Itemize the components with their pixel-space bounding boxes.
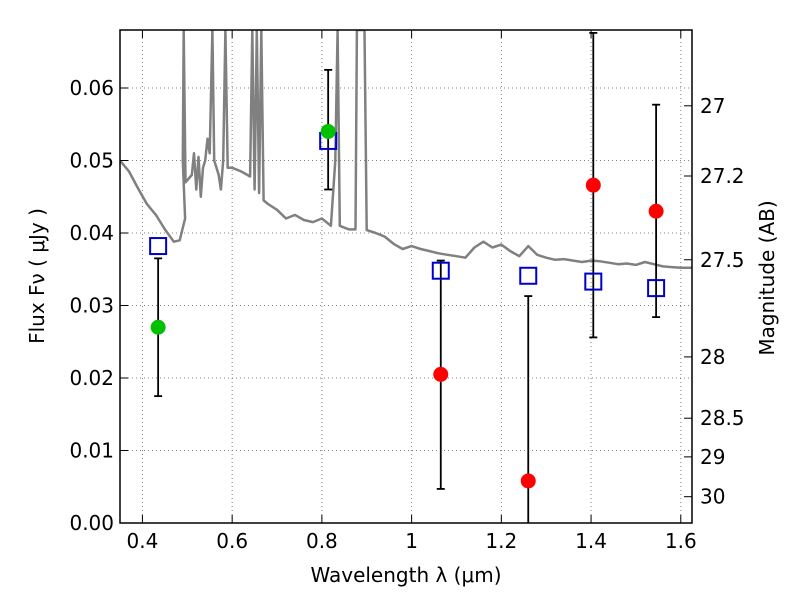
y-tick-label: 0.00: [69, 511, 114, 535]
magnitude-tick-label: 27: [700, 94, 725, 118]
green-data-point: [320, 124, 336, 139]
x-tick-label: 0.6: [216, 529, 248, 553]
magnitude-tick-label: 30: [700, 485, 725, 509]
y-tick-label: 0.02: [69, 366, 114, 390]
x-tick-label: 0.8: [306, 529, 338, 553]
red-data-point: [585, 177, 601, 193]
magnitude-tick-label: 28: [700, 345, 725, 369]
x-tick-label: 0.4: [127, 529, 159, 553]
y-tick-label: 0.01: [69, 439, 114, 463]
red-data-point: [433, 366, 449, 382]
plot-frame: [119, 29, 693, 524]
model-square-marker: [647, 279, 666, 298]
magnitude-tick-label: 27.2: [700, 164, 745, 188]
model-square-marker: [431, 261, 450, 280]
y-tick-label: 0.03: [69, 294, 114, 318]
magnitude-axis-label: Magnitude (AB): [755, 200, 779, 355]
magnitude-tick-label: 29: [700, 445, 725, 469]
magnitude-tick-label: 27.5: [700, 248, 745, 272]
x-tick-label: 1.2: [485, 529, 517, 553]
y-tick-label: 0.06: [69, 76, 114, 100]
x-tick-label: 1: [405, 529, 418, 553]
green-data-point: [150, 319, 166, 335]
x-tick-label: 1.6: [665, 529, 697, 553]
y-tick-label: 0.04: [69, 221, 114, 245]
x-tick-label: 1.4: [575, 529, 607, 553]
model-square-marker: [519, 266, 538, 285]
magnitude-tick-label: 28.5: [700, 406, 745, 430]
plot-area: 0.4 0.6 0.8 1 1.2 1.4 1.6 0.00 0.01 0.02 0.03 0.04 0…: [69, 29, 745, 553]
model-square-marker: [149, 237, 168, 256]
red-data-point: [648, 203, 664, 219]
y-axis-label: Flux Fν ( μJy ): [25, 208, 49, 344]
model-square-marker: [584, 272, 603, 291]
y-tick-label: 0.05: [69, 149, 114, 173]
red-data-point: [520, 473, 536, 489]
data-layer: [120, 30, 692, 523]
x-axis-label: Wavelength λ (μm): [310, 563, 501, 587]
spectrum-line: [120, 30, 692, 270]
